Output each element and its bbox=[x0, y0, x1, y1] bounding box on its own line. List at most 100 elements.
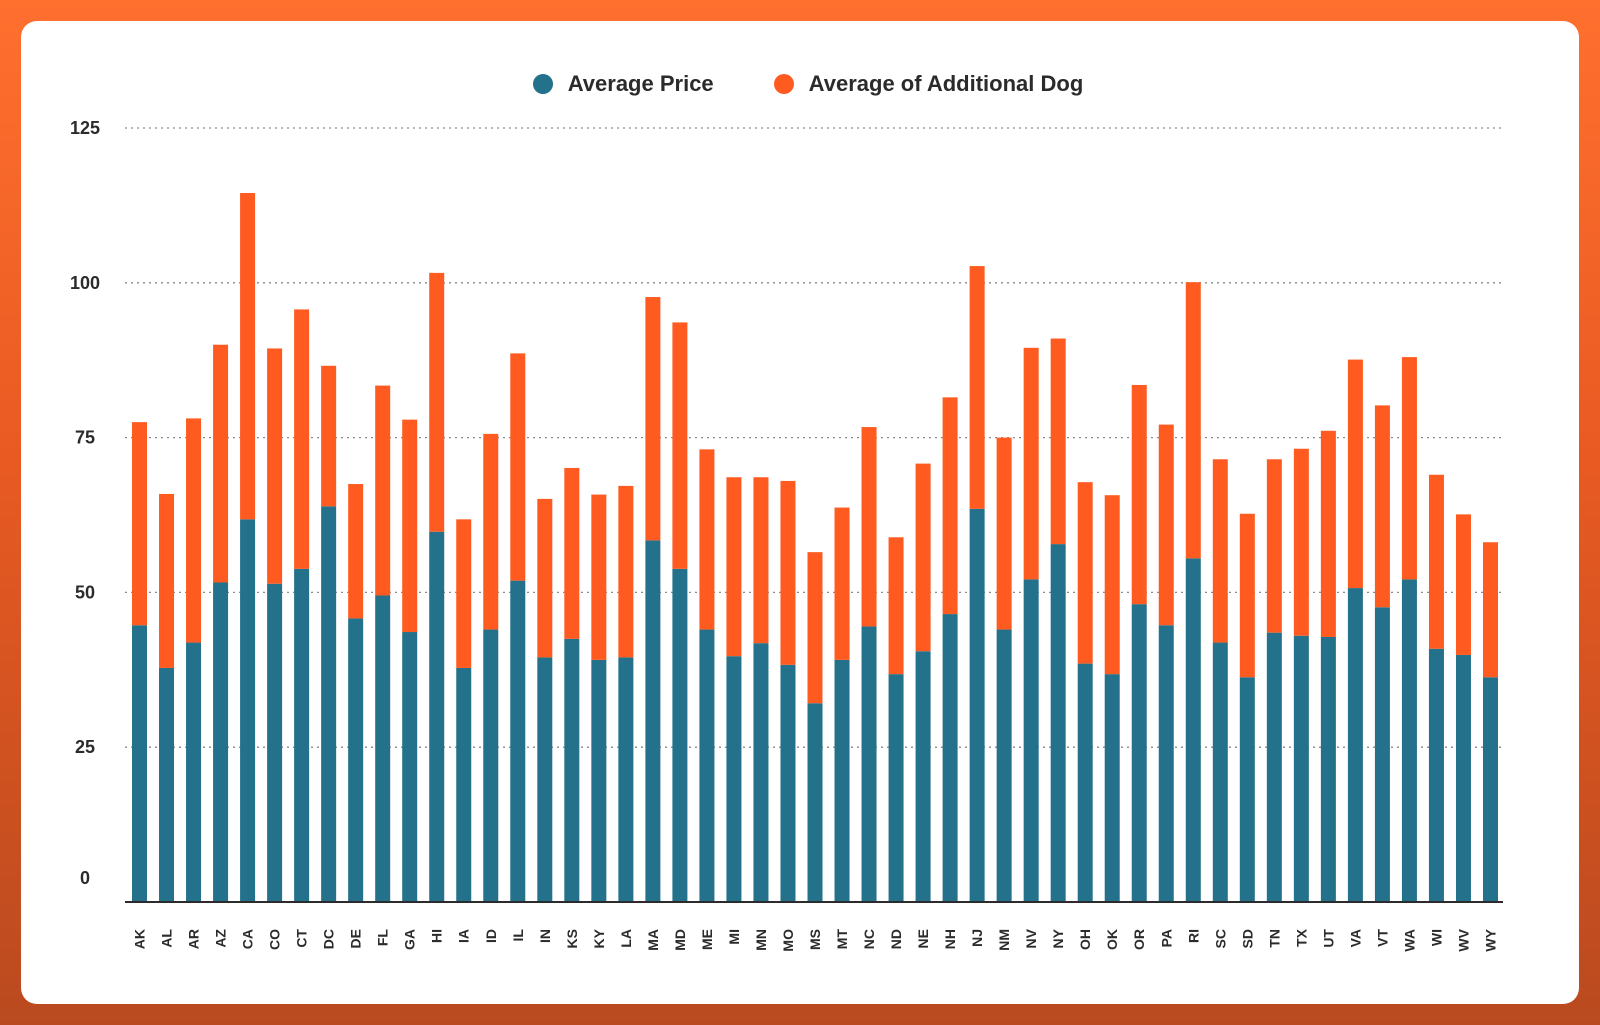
bar-sd-average-price bbox=[1239, 677, 1255, 902]
bar-vt-average-price bbox=[1374, 607, 1390, 902]
legend-swatch-average-price bbox=[532, 74, 553, 94]
bar-ks-average-price bbox=[564, 638, 580, 902]
stacked-bar-chart: 0 25 50 75 100 125 AK AL AR AZ CA CO CT DC DE FL GA HI IA I… bbox=[70, 118, 1503, 952]
bar-mi-additional-dog bbox=[726, 477, 742, 657]
x-tick-label-nd: ND bbox=[888, 929, 904, 949]
bar-sc-additional-dog bbox=[1212, 459, 1228, 643]
x-tick-label-wi: WI bbox=[1428, 929, 1444, 946]
x-tick-label-ca: CA bbox=[240, 929, 256, 949]
bar-dc-average-price bbox=[321, 506, 337, 902]
bar-ks-additional-dog bbox=[564, 467, 580, 639]
bar-wy-additional-dog bbox=[1482, 542, 1498, 678]
x-tick-label-nj: NJ bbox=[969, 929, 985, 947]
x-tick-label-ny: NY bbox=[1050, 928, 1066, 948]
x-tick-label-nv: NV bbox=[1023, 928, 1039, 948]
bar-wv-additional-dog bbox=[1455, 514, 1471, 655]
x-tick-label-in: IN bbox=[537, 929, 553, 943]
bar-mn-additional-dog bbox=[753, 477, 769, 644]
bar-tx-additional-dog bbox=[1293, 448, 1309, 636]
x-tick-label-al: AL bbox=[159, 929, 175, 948]
x-tick-label-vt: VT bbox=[1374, 929, 1390, 947]
x-tick-label-wv: WV bbox=[1455, 928, 1471, 951]
x-tick-label-de: DE bbox=[348, 929, 364, 948]
x-tick-label-ky: KY bbox=[591, 928, 607, 948]
bar-nc-additional-dog bbox=[861, 427, 877, 627]
bar-nd-average-price bbox=[888, 674, 904, 902]
chart-card: Average Price Average of Additional Dog … bbox=[21, 21, 1579, 1004]
bar-nj-average-price bbox=[969, 508, 985, 902]
bar-hi-additional-dog bbox=[429, 272, 445, 532]
bar-hi-average-price bbox=[429, 531, 445, 902]
bar-ri-additional-dog bbox=[1185, 282, 1201, 559]
bar-ar-average-price bbox=[186, 642, 202, 902]
bar-tn-average-price bbox=[1266, 632, 1282, 902]
x-tick-label-az: AZ bbox=[213, 929, 229, 948]
bar-tn-additional-dog bbox=[1266, 459, 1282, 633]
bar-ga-additional-dog bbox=[402, 419, 418, 633]
bar-de-additional-dog bbox=[348, 484, 364, 619]
bar-id-additional-dog bbox=[483, 433, 499, 630]
x-tick-label-mn: MN bbox=[753, 929, 769, 951]
bar-wi-average-price bbox=[1428, 648, 1444, 902]
bar-or-additional-dog bbox=[1131, 384, 1147, 605]
bar-wy-average-price bbox=[1482, 677, 1498, 902]
x-tick-label-la: LA bbox=[618, 929, 634, 948]
x-tick-label-ia: IA bbox=[456, 929, 472, 943]
bar-fl-average-price bbox=[375, 595, 391, 902]
x-tick-label-tx: TX bbox=[1293, 928, 1309, 947]
bar-ia-additional-dog bbox=[456, 519, 472, 668]
bar-fl-additional-dog bbox=[375, 385, 391, 596]
legend-item-average-additional-dog: Average of Additional Dog bbox=[773, 71, 1084, 97]
x-tick-label-ri: RI bbox=[1185, 929, 1201, 943]
y-tick-label-100: 100 bbox=[70, 273, 100, 293]
x-tick-label-ms: MS bbox=[807, 929, 823, 950]
x-tick-label-wa: WA bbox=[1401, 929, 1417, 952]
bar-nh-average-price bbox=[942, 614, 958, 902]
x-tick-label-hi: HI bbox=[429, 929, 445, 943]
bar-ny-average-price bbox=[1050, 544, 1066, 902]
bar-ma-additional-dog bbox=[645, 297, 661, 541]
bar-va-average-price bbox=[1347, 588, 1363, 902]
bar-md-average-price bbox=[672, 568, 688, 902]
bar-me-additional-dog bbox=[699, 449, 715, 630]
bar-mt-additional-dog bbox=[834, 507, 850, 660]
x-tick-label-oh: OH bbox=[1077, 929, 1093, 950]
bar-co-average-price bbox=[267, 583, 283, 902]
x-tick-label-ct: CT bbox=[294, 929, 310, 948]
x-tick-label-sd: SD bbox=[1239, 929, 1255, 948]
bar-nc-average-price bbox=[861, 626, 877, 902]
chart-legend: Average Price Average of Additional Dog bbox=[37, 71, 1579, 97]
y-tick-label-25: 25 bbox=[75, 737, 95, 757]
bar-de-average-price bbox=[348, 618, 364, 902]
bar-az-additional-dog bbox=[213, 344, 229, 583]
x-tick-label-sc: SC bbox=[1212, 929, 1228, 948]
bar-mo-average-price bbox=[780, 664, 796, 902]
bar-nd-additional-dog bbox=[888, 537, 904, 675]
bar-mn-average-price bbox=[753, 643, 769, 902]
bar-or-average-price bbox=[1131, 604, 1147, 902]
bar-ok-additional-dog bbox=[1104, 495, 1120, 675]
bar-nv-additional-dog bbox=[1023, 347, 1039, 580]
bar-il-average-price bbox=[510, 580, 526, 902]
x-tick-label-mt: MT bbox=[834, 929, 850, 950]
x-tick-label-ks: KS bbox=[564, 929, 580, 948]
bar-in-additional-dog bbox=[537, 498, 553, 658]
bar-oh-average-price bbox=[1077, 663, 1093, 902]
bar-me-average-price bbox=[699, 629, 715, 902]
legend-label-average-price: Average Price bbox=[567, 71, 714, 96]
x-tick-label-ar: AR bbox=[186, 929, 202, 949]
bar-ut-average-price bbox=[1320, 636, 1336, 902]
bar-la-average-price bbox=[618, 657, 634, 902]
bar-la-additional-dog bbox=[618, 485, 634, 658]
legend-swatch-average-additional-dog bbox=[773, 74, 794, 94]
legend-label-average-additional-dog: Average of Additional Dog bbox=[808, 71, 1084, 96]
bar-wv-average-price bbox=[1455, 654, 1471, 902]
bar-pa-additional-dog bbox=[1158, 424, 1174, 626]
x-tick-label-nh: NH bbox=[942, 929, 958, 949]
bar-nm-additional-dog bbox=[996, 437, 1012, 630]
bar-ky-additional-dog bbox=[591, 494, 607, 660]
bar-az-average-price bbox=[213, 582, 229, 902]
bar-al-additional-dog bbox=[159, 493, 175, 668]
bar-nj-additional-dog bbox=[969, 266, 985, 509]
bar-sd-additional-dog bbox=[1239, 513, 1255, 678]
